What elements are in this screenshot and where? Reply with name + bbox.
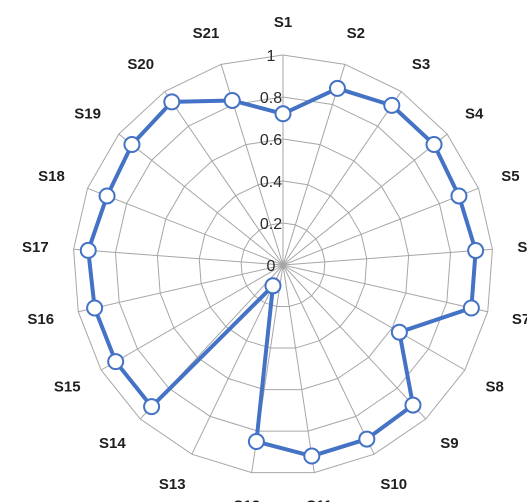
spoke-s9 [282, 264, 427, 420]
category-label-s14: S14 [99, 435, 126, 452]
spoke-s5 [282, 187, 479, 266]
grid-ring-4 [114, 96, 452, 432]
r-tick-label: 0.4 [260, 174, 282, 191]
data-point-s3 [383, 96, 401, 114]
category-label-s12: S12 [233, 497, 260, 502]
spoke-s13 [191, 264, 284, 455]
spoke-s15 [100, 264, 284, 371]
category-label-s3: S3 [412, 56, 430, 73]
spoke-s16 [78, 264, 284, 313]
category-label-s16: S16 [27, 311, 54, 328]
data-point-s2 [328, 79, 346, 97]
radial-axis: 0 0.2 0.4 0.6 0.8 1 [260, 48, 282, 275]
data-point-s8 [390, 323, 408, 341]
r-tick-label: 0.2 [260, 216, 282, 233]
data-point-s20 [163, 93, 181, 111]
category-label-s6: S6 [517, 239, 527, 256]
data-point-s14 [143, 398, 161, 416]
category-label-s17: S17 [22, 239, 49, 256]
spoke-s2 [282, 64, 346, 266]
category-label-s5: S5 [501, 168, 519, 185]
spoke-s10 [282, 264, 375, 455]
data-point-s9 [404, 396, 422, 414]
data-point-s15 [107, 353, 125, 371]
spoke-s6 [282, 248, 493, 266]
spoke-s8 [282, 264, 466, 371]
spoke-s4 [282, 133, 448, 266]
category-label-s1: S1 [274, 14, 292, 31]
category-label-s4: S4 [465, 105, 484, 122]
data-point-s17 [79, 241, 97, 259]
data-point-s12 [247, 433, 265, 451]
data-point-s4 [425, 136, 443, 154]
spoke-s20 [164, 91, 284, 266]
category-label-s8: S8 [485, 379, 503, 396]
category-label-s2: S2 [347, 25, 365, 42]
data-point-s21 [223, 91, 241, 109]
data-point-s10 [358, 430, 376, 448]
category-label-s20: S20 [127, 56, 154, 73]
category-label-s18: S18 [38, 168, 65, 185]
category-label-s9: S9 [440, 435, 458, 452]
category-label-s21: S21 [193, 25, 220, 42]
data-point-s19 [123, 136, 141, 154]
category-label-s15: S15 [54, 379, 81, 396]
r-tick-label: 1 [267, 48, 276, 65]
r-tick-label: 0.8 [260, 90, 282, 107]
category-label-s11: S11 [306, 497, 332, 502]
spoke-s3 [282, 91, 402, 266]
grid-ring-2 [198, 180, 368, 349]
data-point-s5 [450, 187, 468, 205]
series-layer [79, 79, 485, 465]
spoke-s11 [282, 264, 315, 473]
data-point-s6 [467, 242, 485, 260]
grid-ring-5 [73, 54, 493, 474]
spoke-s17 [73, 248, 284, 266]
series-line [86, 86, 478, 459]
data-point-s16 [86, 299, 104, 317]
r-tick-label: 0 [267, 258, 276, 275]
category-label-s10: S10 [380, 476, 407, 493]
data-point-s1 [274, 105, 292, 123]
data-point-s7 [462, 299, 480, 317]
category-axis: S1 S2 S3 S4 S5 S6 S7 S8 S9 S10 S11 S12 S13 S14 S15 S16 S… [22, 14, 527, 502]
category-label-s13: S13 [159, 476, 186, 493]
data-point-s13 [264, 277, 282, 295]
spoke-s19 [118, 133, 284, 266]
data-point-s18 [98, 187, 116, 205]
spoke-s18 [87, 187, 284, 266]
category-label-s7: S7 [512, 311, 527, 328]
data-point-s11 [303, 447, 321, 465]
r-tick-label: 0.6 [260, 132, 282, 149]
grid-layer [73, 54, 493, 474]
category-label-s19: S19 [74, 105, 101, 122]
grid-ring-3 [156, 138, 410, 391]
spoke-s7 [282, 264, 488, 313]
grid-ring-1 [240, 222, 326, 308]
